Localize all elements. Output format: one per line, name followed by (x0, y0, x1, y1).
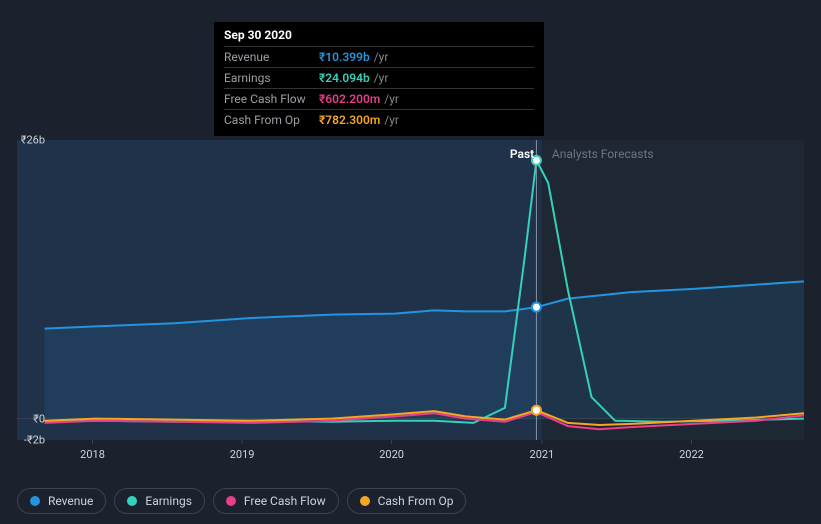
legend-label: Cash From Op (378, 494, 454, 508)
tooltip-row: Revenue₹10.399b/yr (224, 47, 534, 68)
legend-item-cfo[interactable]: Cash From Op (347, 488, 467, 514)
x-tick-label: 2018 (80, 448, 105, 461)
x-tick-label: 2020 (379, 448, 404, 461)
past-label: Past (510, 147, 534, 161)
legend: Revenue Earnings Free Cash Flow Cash From O… (17, 488, 466, 514)
tooltip-row: Earnings₹24.094b/yr (224, 68, 534, 89)
legend-swatch (30, 496, 40, 506)
tooltip-key: Revenue (224, 47, 319, 68)
tooltip-key: Earnings (224, 68, 319, 89)
legend-item-earnings[interactable]: Earnings (114, 488, 205, 514)
x-tick-label: 2019 (230, 448, 255, 461)
tooltip-key: Cash From Op (224, 110, 319, 131)
y-tick-label: ₹26b (21, 134, 45, 147)
tooltip-row: Free Cash Flow₹602.200m/yr (224, 89, 534, 110)
y-tick-label: ₹0 (33, 412, 45, 425)
tooltip-value: ₹10.399b/yr (319, 47, 534, 68)
y-tick-label: -₹2b (24, 434, 45, 447)
legend-swatch (127, 496, 137, 506)
tooltip-row: Cash From Op₹782.300m/yr (224, 110, 534, 131)
legend-item-revenue[interactable]: Revenue (17, 488, 106, 514)
legend-swatch (360, 496, 370, 506)
legend-label: Free Cash Flow (244, 494, 326, 508)
tooltip-date: Sep 30 2020 (224, 28, 534, 46)
legend-label: Earnings (145, 494, 192, 508)
legend-swatch (226, 496, 236, 506)
forecast-label: Analysts Forecasts (552, 147, 654, 161)
tooltip-value: ₹602.200m/yr (319, 89, 534, 110)
legend-item-fcf[interactable]: Free Cash Flow (213, 488, 339, 514)
financial-chart: ₹26b ₹0 -₹2b 2018 2019 2020 2021 2022 Past Ana… (0, 0, 821, 524)
tooltip-key: Free Cash Flow (224, 89, 319, 110)
tooltip-value: ₹782.300m/yr (319, 110, 534, 131)
hover-tooltip: Sep 30 2020 Revenue₹10.399b/yrEarnings₹2… (214, 22, 544, 136)
x-tick-label: 2021 (530, 448, 555, 461)
tooltip-value: ₹24.094b/yr (319, 68, 534, 89)
legend-label: Revenue (48, 494, 93, 508)
x-tick-label: 2022 (679, 448, 704, 461)
